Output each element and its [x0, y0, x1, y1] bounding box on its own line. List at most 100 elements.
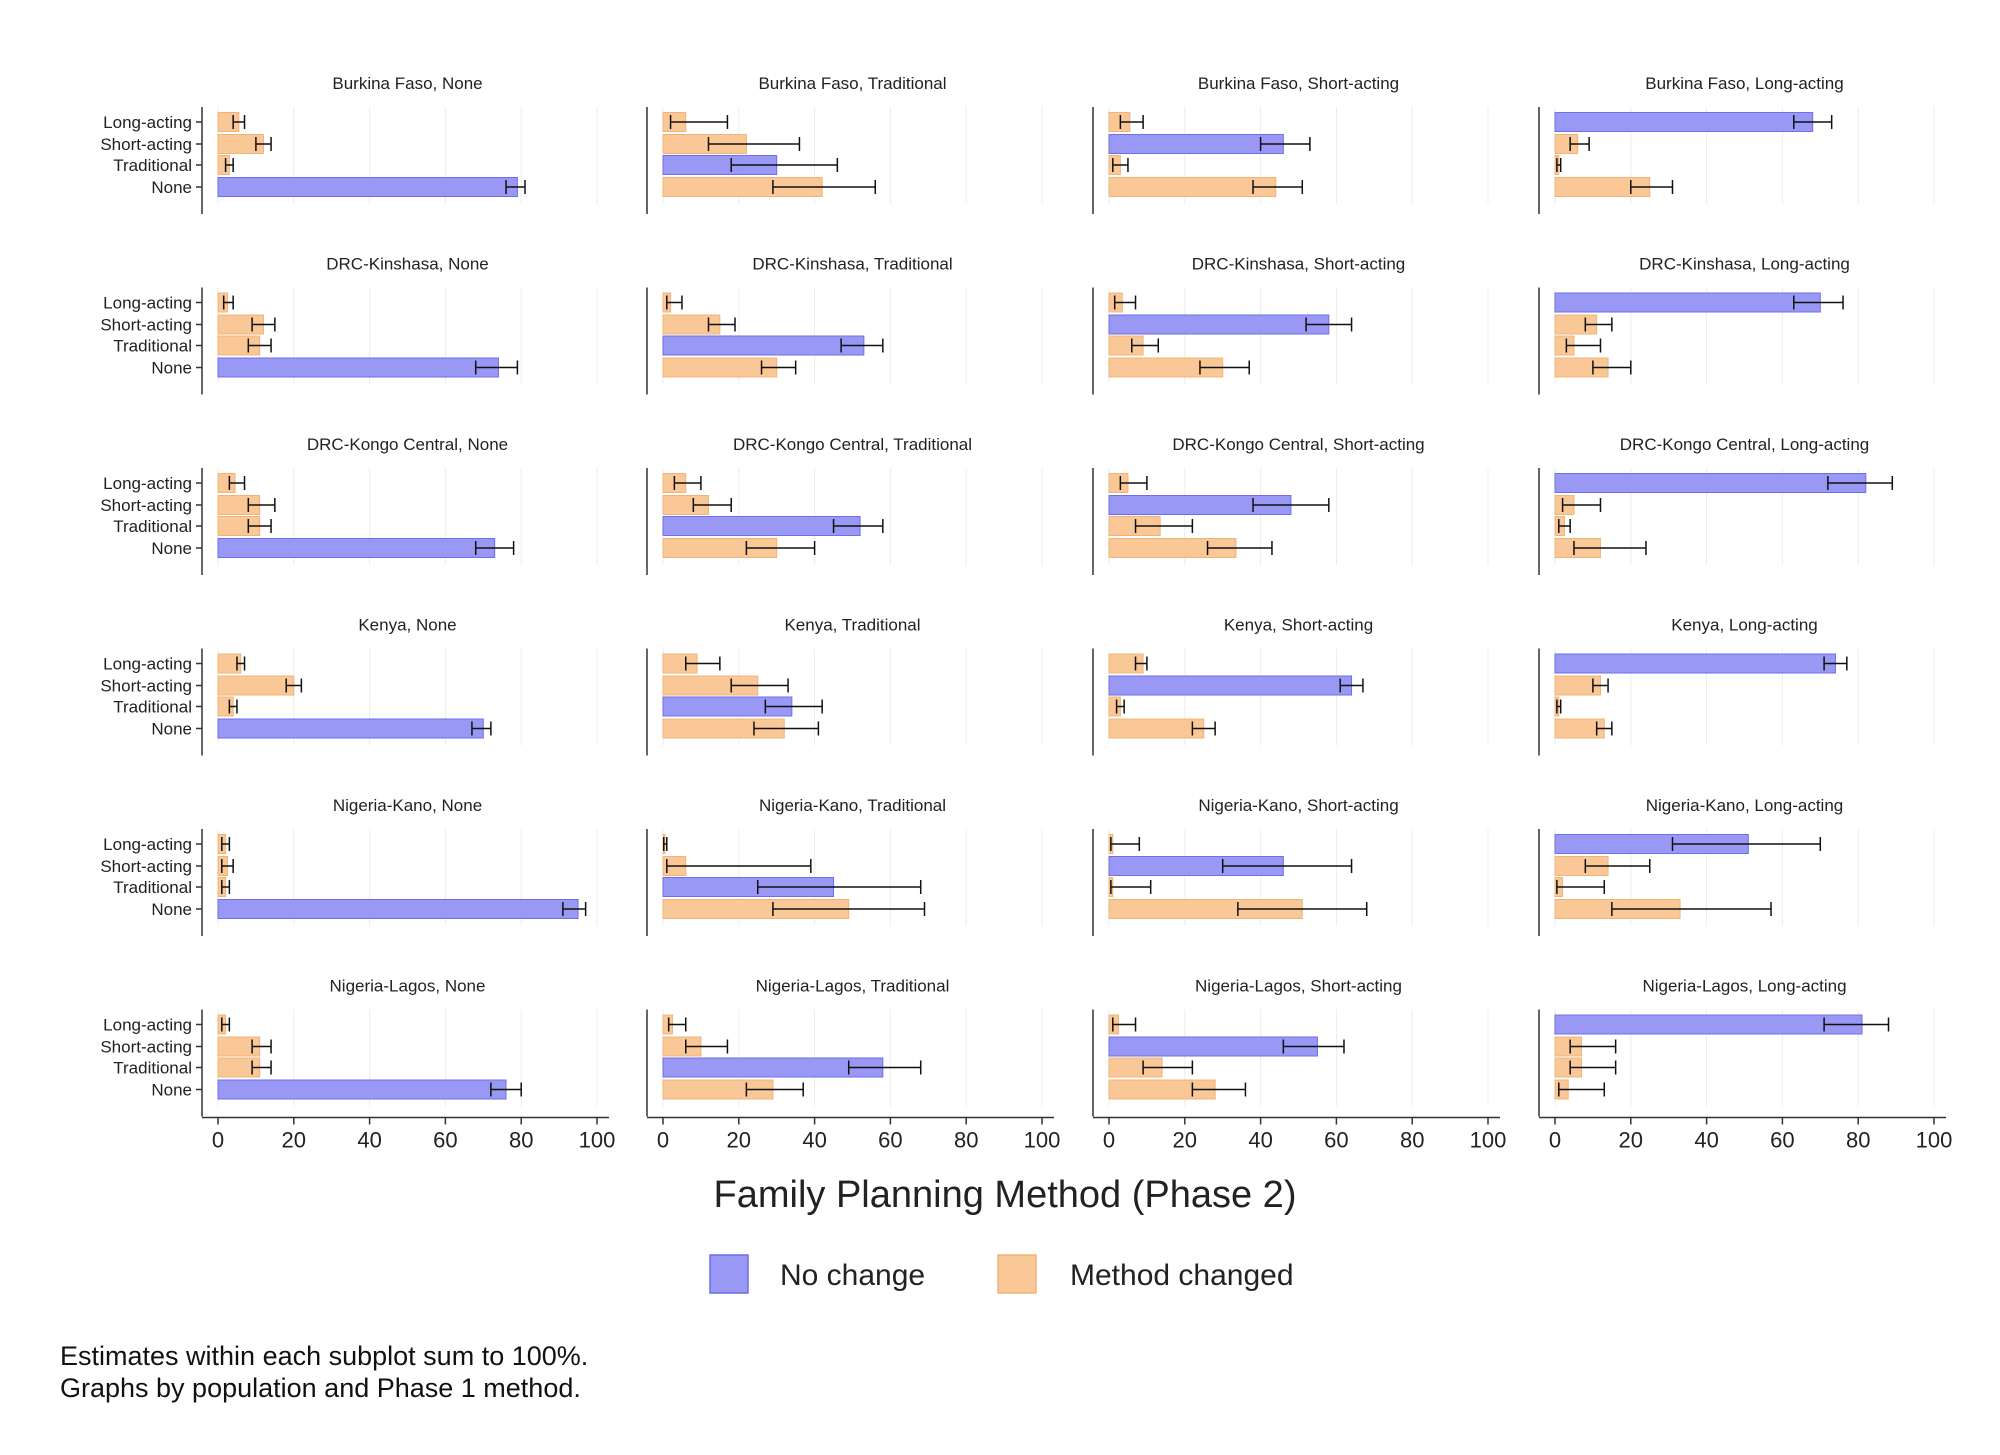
panel: Kenya, Long-acting [1538, 616, 1935, 756]
legend-swatch-no-change [709, 1254, 749, 1294]
panel: Nigeria-Lagos, Short-acting [1092, 977, 1489, 1117]
x-tick-label: 80 [509, 1128, 533, 1153]
panel: Burkina Faso, Traditional [646, 74, 1043, 214]
x-tick-label: 20 [1173, 1128, 1197, 1153]
y-tick-label: None [151, 1081, 192, 1100]
bar-no-change [1108, 314, 1330, 335]
y-tick-label: None [151, 539, 192, 558]
y-tick-label: Long-acting [103, 1016, 192, 1035]
panel-title: Nigeria-Kano, Long-acting [1646, 796, 1844, 815]
x-tick-label: 40 [357, 1128, 381, 1153]
panel-title: Kenya, Traditional [784, 616, 920, 635]
panel-title: DRC-Kongo Central, Long-acting [1620, 435, 1869, 454]
panel-title: DRC-Kinshasa, Traditional [752, 255, 952, 274]
panel-title: DRC-Kinshasa, Short-acting [1192, 255, 1406, 274]
panel: DRC-Kinshasa, Long-acting [1538, 255, 1935, 395]
legend-label-method-changed: Method changed [1070, 1259, 1294, 1292]
y-tick-label: Long-acting [103, 113, 192, 132]
panel: Burkina Faso, Long-acting [1538, 74, 1935, 214]
panel: Nigeria-Lagos, Traditional [646, 977, 1043, 1117]
panel-title: DRC-Kinshasa, None [326, 255, 489, 274]
panel: Kenya, None Long-acting Short-acting Tradit… [100, 616, 598, 756]
bar-no-change [217, 899, 579, 919]
x-tick-label: 80 [1846, 1128, 1870, 1153]
bar-no-change [1554, 1014, 1863, 1035]
panels: Burkina Faso, None Long-acting Short-actin… [100, 74, 1935, 1117]
bar-no-change [662, 335, 865, 356]
bar-no-change [217, 177, 518, 197]
y-tick-label: Short-acting [100, 135, 192, 154]
y-tick-label: Traditional [113, 1059, 192, 1078]
bar-no-change [217, 718, 484, 739]
note-1: Estimates within each subplot sum to 100… [60, 1341, 589, 1371]
panel-title: DRC-Kongo Central, None [307, 435, 508, 454]
y-tick-label: Traditional [113, 878, 192, 897]
y-tick-label: Short-acting [100, 316, 192, 335]
x-tick-label: 40 [1694, 1128, 1718, 1153]
bar-method-changed [1108, 718, 1205, 739]
panel: Kenya, Short-acting [1092, 616, 1489, 756]
bar-method-changed [662, 357, 778, 378]
panel-title: Burkina Faso, Long-acting [1645, 74, 1843, 93]
panel-title: Burkina Faso, Traditional [758, 74, 946, 93]
bar-no-change [217, 1079, 507, 1100]
x-tick-label: 0 [1549, 1128, 1561, 1153]
bar-no-change [1108, 134, 1284, 154]
y-tick-label: Short-acting [100, 857, 192, 876]
bar-no-change [662, 516, 861, 536]
x-tick-label: 100 [1470, 1128, 1507, 1153]
note-2: Graphs by population and Phase 1 method. [60, 1373, 581, 1403]
x-tick-label: 100 [579, 1128, 616, 1153]
y-tick-label: Short-acting [100, 1038, 192, 1057]
x-tick-label: 80 [1400, 1128, 1424, 1153]
legend-swatch-method-changed [997, 1254, 1037, 1294]
panel-title: Kenya, Short-acting [1224, 616, 1373, 635]
panel-title: Kenya, None [358, 616, 456, 635]
panel-title: DRC-Kinshasa, Long-acting [1639, 255, 1850, 274]
x-axis-title: Family Planning Method (Phase 2) [714, 1174, 1297, 1216]
x-tick-label: 0 [657, 1128, 669, 1153]
x-tick-label: 100 [1024, 1128, 1061, 1153]
panel-title: Kenya, Long-acting [1671, 616, 1818, 635]
x-tick-label: 40 [802, 1128, 826, 1153]
x-tick-label: 60 [433, 1128, 457, 1153]
y-tick-label: Long-acting [103, 474, 192, 493]
panel-title: Nigeria-Kano, Short-acting [1198, 796, 1398, 815]
bar-no-change [1554, 653, 1836, 674]
bar-no-change [217, 538, 496, 558]
panel-title: Nigeria-Lagos, Short-acting [1195, 977, 1402, 996]
x-tick-label: 0 [212, 1128, 224, 1153]
y-tick-label: Traditional [113, 337, 192, 356]
panel: DRC-Kongo Central, None Long-acting Short-… [100, 435, 598, 575]
panel: Nigeria-Kano, None Long-acting Short-actin… [100, 796, 598, 936]
panel-title: Nigeria-Lagos, Traditional [756, 977, 950, 996]
y-tick-label: Short-acting [100, 496, 192, 515]
x-tick-label: 60 [1324, 1128, 1348, 1153]
panel: Nigeria-Lagos, None Long-acting Short-acti… [100, 977, 598, 1117]
panel-title: Burkina Faso, Short-acting [1198, 74, 1399, 93]
y-tick-label: Short-acting [100, 677, 192, 696]
panel-title: DRC-Kongo Central, Short-acting [1172, 435, 1424, 454]
x-tick-label: 80 [954, 1128, 978, 1153]
y-tick-label: None [151, 720, 192, 739]
x-tick-label: 0 [1103, 1128, 1115, 1153]
x-tick-label: 40 [1248, 1128, 1272, 1153]
x-tick-label: 20 [1619, 1128, 1643, 1153]
x-tick-label: 20 [282, 1128, 306, 1153]
bar-no-change [217, 357, 499, 378]
panel: Burkina Faso, Short-acting [1092, 74, 1489, 214]
legend: No change Method changed [709, 1254, 1294, 1294]
panel: Nigeria-Kano, Long-acting [1538, 796, 1935, 936]
panel: DRC-Kinshasa, Short-acting [1092, 255, 1489, 395]
x-tick-label: 60 [878, 1128, 902, 1153]
panel: DRC-Kongo Central, Traditional [646, 435, 1043, 575]
panel-title: Nigeria-Lagos, None [330, 977, 486, 996]
panel-title: DRC-Kongo Central, Traditional [733, 435, 972, 454]
panel: Nigeria-Kano, Short-acting [1092, 796, 1489, 936]
x-axes: 0 20 40 60 80 100 0 20 40 60 80 100 0 20 40 60 80 100 0 20 4… [202, 1116, 1952, 1153]
y-tick-label: Long-acting [103, 294, 192, 313]
panel-title: Burkina Faso, None [332, 74, 482, 93]
panel-title: Nigeria-Lagos, Long-acting [1642, 977, 1846, 996]
bar-no-change [1554, 473, 1867, 493]
